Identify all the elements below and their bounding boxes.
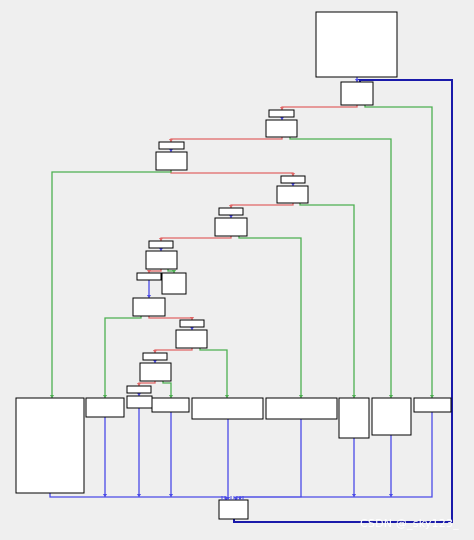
edge-arrowhead <box>388 395 394 398</box>
block-case-d[interactable] <box>191 397 264 420</box>
edge-arrowhead <box>298 395 304 398</box>
edge-arrowhead <box>228 215 234 218</box>
block-case-a[interactable] <box>15 397 85 494</box>
block-cmp-2-label[interactable] <box>158 141 185 150</box>
block-cmp-4-label[interactable] <box>218 207 244 216</box>
block-cmp-7[interactable] <box>132 297 166 317</box>
block-entry[interactable] <box>315 11 398 78</box>
edge-arrowhead <box>136 494 142 497</box>
edge-true-edge <box>170 170 294 176</box>
edge-arrowhead <box>189 327 195 330</box>
block-cmp-9[interactable] <box>139 362 172 382</box>
edge-true-edge <box>148 316 193 320</box>
edge-arrowhead <box>168 139 174 142</box>
edge-false-edge <box>289 137 392 398</box>
graph-blocks <box>15 11 452 520</box>
edge-arrowhead <box>146 270 152 273</box>
edge-arrowhead <box>290 173 296 176</box>
edge-true-edge <box>281 105 358 110</box>
block-cmp-3-label[interactable] <box>280 175 306 184</box>
edge-arrowhead <box>429 395 435 398</box>
block-case-h[interactable] <box>413 397 452 413</box>
edge-arrowhead <box>158 248 164 251</box>
edge-arrowhead <box>158 238 164 241</box>
edge-arrowhead <box>279 117 285 120</box>
block-case-e[interactable] <box>265 397 338 420</box>
block-cmp-6-side[interactable] <box>161 272 187 295</box>
edge-arrowhead <box>152 350 158 353</box>
edge-arrowhead <box>290 183 296 186</box>
edge-arrowhead <box>171 270 177 273</box>
edge-arrowhead <box>102 395 108 398</box>
block-cmp-9-label[interactable] <box>142 352 168 361</box>
edge-false-edge <box>364 105 433 398</box>
edge-arrowhead <box>136 393 142 396</box>
block-cmp-6-label[interactable] <box>136 272 162 281</box>
block-cmp-8[interactable] <box>175 329 208 349</box>
block-cmp-3[interactable] <box>276 185 309 204</box>
edge-false-edge <box>238 236 302 398</box>
edge-arrowhead <box>136 383 142 386</box>
edge-true-edge <box>138 381 156 386</box>
watermark-text: CSDN @_sky123_ <box>360 517 459 530</box>
edge-false-edge <box>104 316 142 398</box>
edge-arrowhead <box>168 494 174 497</box>
edge-arrowhead <box>228 205 234 208</box>
graph-edges <box>49 77 453 523</box>
edge-false-edge <box>51 170 172 398</box>
edge-arrowhead <box>168 395 174 398</box>
edge-arrowhead <box>224 395 230 398</box>
block-dispatcher[interactable] <box>340 81 374 106</box>
block-cmp-8-label[interactable] <box>179 319 205 328</box>
block-cmp-4[interactable] <box>214 217 248 237</box>
block-cmp-5-label[interactable] <box>148 240 174 249</box>
edge-false-edge <box>199 348 228 398</box>
edge-arrowhead <box>279 107 285 110</box>
edge-arrowhead <box>388 494 394 497</box>
edge-arrowhead <box>189 317 195 320</box>
edge-unconditional-edge <box>235 419 302 500</box>
edge-false-edge <box>299 203 355 398</box>
block-case-b[interactable] <box>85 397 125 418</box>
edge-true-edge <box>170 137 283 142</box>
edge-arrowhead <box>357 79 363 82</box>
edge-arrowhead <box>168 149 174 152</box>
edge-arrowhead <box>102 494 108 497</box>
block-case-c[interactable] <box>151 397 190 413</box>
edge-true-edge <box>230 203 294 208</box>
edge-arrowhead <box>152 360 158 363</box>
block-cmp-5[interactable] <box>145 250 178 270</box>
block-case-i[interactable] <box>126 395 153 409</box>
block-case-g[interactable] <box>371 397 412 436</box>
block-merge[interactable] <box>218 499 249 520</box>
edge-false-edge <box>162 381 172 398</box>
block-cmp-1[interactable] <box>265 119 298 138</box>
edge-arrowhead <box>354 79 360 82</box>
block-case-f[interactable] <box>338 397 370 439</box>
edge-true-edge <box>148 269 162 273</box>
edge-true-edge <box>154 348 193 353</box>
edge-arrowhead <box>351 395 357 398</box>
edge-arrowhead <box>351 494 357 497</box>
edge-arrowhead <box>146 295 152 298</box>
edge-arrowhead <box>49 395 55 398</box>
block-cmp-10-label[interactable] <box>126 385 152 394</box>
block-cmp-1-label[interactable] <box>268 109 295 118</box>
edge-loop-back_edge <box>233 79 453 523</box>
edge-true-edge <box>160 236 232 241</box>
block-cmp-2[interactable] <box>155 151 188 171</box>
